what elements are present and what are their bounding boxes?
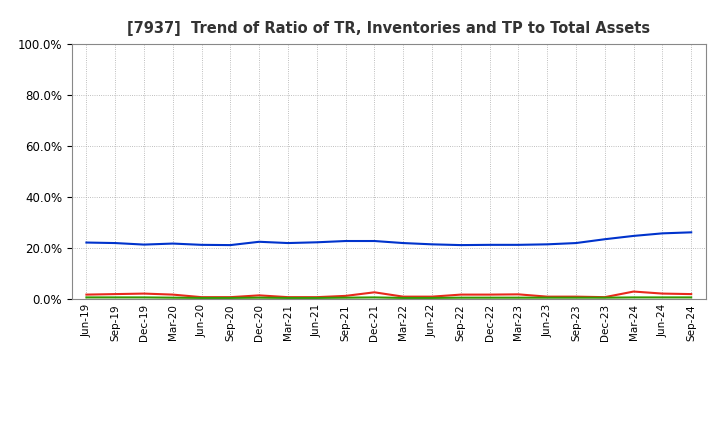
- Inventories: [370, 238, 379, 244]
- Trade Payables: [572, 295, 580, 301]
- Title: [7937]  Trend of Ratio of TR, Inventories and TP to Total Assets: [7937] Trend of Ratio of TR, Inventories…: [127, 21, 650, 36]
- Trade Payables: [600, 295, 609, 301]
- Trade Receivables: [399, 294, 408, 299]
- Line: Inventories: Inventories: [86, 232, 691, 245]
- Inventories: [485, 242, 494, 247]
- Trade Payables: [428, 295, 436, 301]
- Trade Payables: [226, 295, 235, 301]
- Trade Receivables: [284, 294, 292, 300]
- Trade Payables: [687, 295, 696, 300]
- Inventories: [600, 237, 609, 242]
- Trade Receivables: [629, 289, 638, 294]
- Inventories: [226, 242, 235, 248]
- Trade Receivables: [341, 293, 350, 298]
- Inventories: [543, 242, 552, 247]
- Line: Trade Receivables: Trade Receivables: [86, 292, 691, 297]
- Trade Receivables: [255, 293, 264, 298]
- Inventories: [572, 240, 580, 246]
- Inventories: [514, 242, 523, 247]
- Trade Payables: [629, 295, 638, 300]
- Inventories: [197, 242, 206, 247]
- Inventories: [82, 240, 91, 245]
- Trade Payables: [197, 295, 206, 301]
- Trade Receivables: [687, 291, 696, 297]
- Trade Payables: [456, 295, 465, 301]
- Trade Receivables: [111, 291, 120, 297]
- Trade Receivables: [428, 294, 436, 299]
- Trade Payables: [370, 295, 379, 300]
- Trade Receivables: [197, 294, 206, 300]
- Trade Receivables: [572, 294, 580, 299]
- Inventories: [312, 240, 321, 245]
- Inventories: [428, 242, 436, 247]
- Inventories: [255, 239, 264, 245]
- Inventories: [456, 242, 465, 248]
- Trade Payables: [399, 295, 408, 301]
- Trade Payables: [140, 295, 148, 300]
- Trade Payables: [168, 295, 177, 301]
- Trade Receivables: [514, 292, 523, 297]
- Trade Payables: [255, 295, 264, 301]
- Inventories: [399, 240, 408, 246]
- Trade Receivables: [226, 294, 235, 300]
- Trade Receivables: [140, 291, 148, 296]
- Inventories: [140, 242, 148, 247]
- Inventories: [284, 240, 292, 246]
- Trade Receivables: [168, 292, 177, 297]
- Trade Receivables: [600, 294, 609, 300]
- Trade Receivables: [456, 292, 465, 297]
- Trade Payables: [514, 295, 523, 301]
- Trade Payables: [82, 295, 91, 300]
- Inventories: [341, 238, 350, 244]
- Trade Payables: [312, 295, 321, 301]
- Trade Receivables: [312, 294, 321, 300]
- Inventories: [629, 233, 638, 238]
- Trade Payables: [341, 295, 350, 301]
- Trade Payables: [543, 295, 552, 301]
- Line: Trade Payables: Trade Payables: [86, 297, 691, 298]
- Inventories: [168, 241, 177, 246]
- Trade Receivables: [485, 292, 494, 297]
- Trade Receivables: [658, 291, 667, 296]
- Trade Receivables: [370, 290, 379, 295]
- Trade Payables: [111, 295, 120, 300]
- Inventories: [658, 231, 667, 236]
- Trade Receivables: [82, 292, 91, 297]
- Trade Payables: [284, 295, 292, 301]
- Trade Receivables: [543, 294, 552, 299]
- Inventories: [111, 240, 120, 246]
- Trade Payables: [485, 295, 494, 301]
- Trade Payables: [658, 295, 667, 300]
- Inventories: [687, 230, 696, 235]
